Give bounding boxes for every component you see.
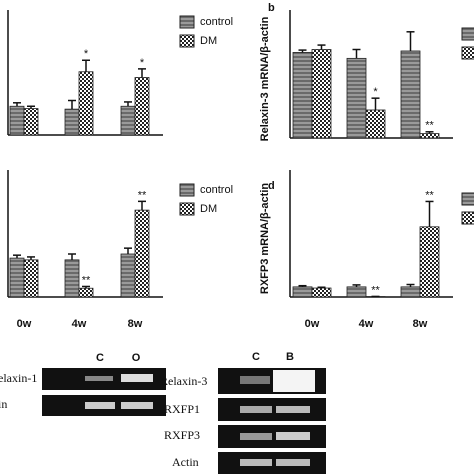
gel-row: Actin [172, 455, 199, 469]
gel-band [240, 376, 270, 384]
legend-label: control [200, 16, 233, 28]
gel-band [85, 402, 115, 409]
bar [346, 286, 367, 298]
legend-swatch [179, 34, 195, 48]
gel-column: O [132, 352, 141, 364]
x-tick-label: 0w [17, 318, 32, 330]
bar [311, 287, 332, 298]
bar [120, 105, 136, 136]
bar [134, 209, 150, 298]
gel-row: elaxin-1 [0, 371, 37, 385]
bar [78, 71, 94, 136]
significance: * [373, 86, 378, 98]
gel-band [273, 370, 315, 392]
legend-swatch [461, 27, 474, 41]
bar [419, 133, 440, 139]
bar [23, 259, 39, 298]
gel-band [240, 433, 272, 440]
legend-swatch [461, 192, 474, 206]
x-tick-label: 0w [305, 318, 320, 330]
significance: * [84, 48, 89, 60]
legend-swatch [179, 202, 195, 216]
gel-band [276, 406, 310, 413]
bar [400, 50, 421, 139]
panel-label: d [268, 180, 275, 192]
panel-label: b [268, 2, 275, 14]
bar [23, 108, 39, 136]
significance: ** [425, 189, 434, 201]
gel-band [121, 402, 153, 409]
bar [292, 286, 313, 298]
gel-right: C B Relaxin-3 RXFP1 RXFP3 Actin [160, 351, 326, 474]
x-tick-label: 4w [359, 318, 374, 330]
gel-row: RXFP3 [164, 428, 200, 442]
bar [120, 253, 136, 298]
x-tick-label: 4w [72, 318, 87, 330]
gel-column: C [252, 351, 260, 363]
gel-band [276, 432, 310, 440]
gel-column: B [286, 351, 294, 363]
significance: ** [138, 189, 147, 201]
gel-band [121, 374, 153, 382]
bar [400, 286, 421, 298]
bar [64, 259, 80, 298]
gel-row: in [0, 397, 7, 411]
legend-label: control [200, 184, 233, 196]
legend-label: DM [200, 35, 217, 47]
gel-row: Relaxin-3 [160, 374, 207, 388]
bar [9, 105, 25, 136]
legend-swatch [179, 15, 195, 29]
y-axis-label: Relaxin-3 mRNA/β-actin [259, 16, 271, 141]
bar [365, 109, 386, 139]
bar [346, 57, 367, 139]
gel-band [276, 459, 310, 466]
bar [64, 108, 80, 136]
bar [311, 49, 332, 139]
x-tick-label: 8w [128, 318, 143, 330]
bar [292, 52, 313, 139]
gel-band [85, 376, 113, 381]
legend-swatch [461, 46, 474, 60]
bar [78, 287, 94, 298]
legend-label: DM [200, 203, 217, 215]
bar [9, 257, 25, 298]
bar [134, 77, 150, 136]
gel-row: RXFP1 [164, 402, 200, 416]
gel-column: C [96, 352, 104, 364]
gel-band [240, 459, 272, 466]
gel-left: C O elaxin-1 in [0, 352, 166, 416]
y-axis-label: RXFP3 mRNA/β-actin [259, 183, 271, 295]
significance: ** [371, 284, 380, 296]
bar [419, 226, 440, 298]
legend-swatch [179, 183, 195, 197]
significance: ** [425, 120, 434, 132]
significance: ** [82, 274, 91, 286]
legend-swatch [461, 211, 474, 225]
significance: * [140, 57, 145, 69]
x-tick-label: 8w [413, 318, 428, 330]
gel-band [240, 406, 272, 413]
